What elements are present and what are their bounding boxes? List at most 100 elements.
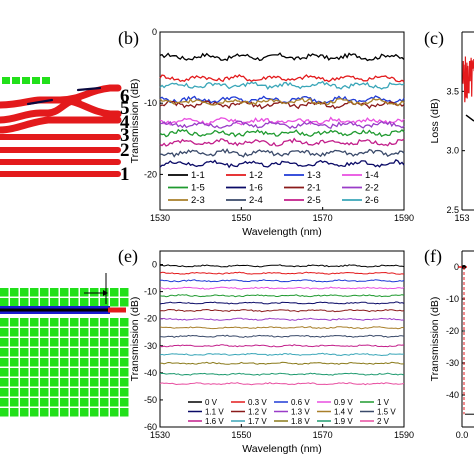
- green-electrode-cell: [40, 348, 49, 357]
- green-electrode-cell: [120, 398, 129, 407]
- green-electrode-cell: [70, 368, 79, 377]
- legend-entry: 1.1 V: [205, 408, 224, 417]
- x-axis-label: Wavelength (nm): [242, 443, 322, 455]
- series-line-0.3V: [159, 271, 405, 275]
- y-tick-label: -40: [144, 368, 157, 378]
- green-electrode-cell: [80, 368, 89, 377]
- green-electrode-cell: [70, 288, 79, 297]
- series-line-0.9V: [159, 286, 405, 290]
- series-line-2-1: [159, 100, 405, 110]
- green-electrode-cell: [40, 388, 49, 397]
- green-pad: [42, 77, 50, 84]
- port-number-label: 5: [120, 98, 130, 119]
- y-tick-label: -20: [446, 326, 459, 336]
- series-line-1.4V: [159, 326, 405, 330]
- series-line-1.6V: [159, 344, 405, 348]
- green-electrode-cell: [20, 288, 29, 297]
- green-electrode-cell: [50, 338, 59, 347]
- green-electrode-cell: [30, 298, 39, 307]
- green-electrode-cell: [70, 388, 79, 397]
- green-electrode-cell: [100, 358, 109, 367]
- green-electrode-cell: [30, 338, 39, 347]
- legend-entry: 1.8 V: [291, 417, 310, 426]
- green-electrode-cell: [20, 388, 29, 397]
- green-electrode-cell: [20, 318, 29, 327]
- green-electrode-cell: [30, 408, 39, 417]
- y-tick-label: 3.5: [446, 86, 459, 96]
- green-electrode-cell: [110, 348, 119, 357]
- device-schematic-bottom: [0, 273, 129, 417]
- plot-frame: [159, 250, 405, 428]
- y-tick-label: -10: [144, 287, 157, 297]
- green-electrode-cell: [10, 368, 19, 377]
- y-tick-label: 2.5: [446, 205, 459, 215]
- green-electrode-cell: [100, 338, 109, 347]
- x-tick-label: 1570: [313, 430, 333, 440]
- y-axis-label: Transmission (dB): [429, 297, 441, 382]
- splitter-waveguides: [0, 84, 122, 177]
- green-electrode-cell: [50, 358, 59, 367]
- green-electrode-cell: [70, 328, 79, 337]
- green-electrode-cell: [0, 338, 9, 347]
- legend-entry: 1-4: [365, 170, 379, 181]
- green-electrode-cell: [60, 288, 69, 297]
- green-electrode-cell: [50, 368, 59, 377]
- green-electrode-cell: [70, 318, 79, 327]
- legend-entry: 1 V: [377, 398, 390, 407]
- panel-label-b: (b): [118, 28, 139, 49]
- legend-entry: 0.6 V: [291, 398, 310, 407]
- legend-entry: 2-1: [307, 183, 321, 194]
- green-electrode-cell: [70, 348, 79, 357]
- legend-entry: 0 V: [205, 398, 218, 407]
- legend-entry: 2 V: [377, 417, 390, 426]
- series-line-1.3V: [159, 317, 405, 321]
- green-electrode-cell: [70, 378, 79, 387]
- green-electrode-cell: [100, 318, 109, 327]
- green-electrode-cell: [90, 328, 99, 337]
- green-electrode-cell: [30, 288, 39, 297]
- green-electrode-cell: [60, 408, 69, 417]
- y-tick-label: -50: [144, 395, 157, 405]
- green-electrode-cell: [60, 338, 69, 347]
- y-tick-label: -20: [144, 314, 157, 324]
- legend-entry: 1.5 V: [377, 408, 396, 417]
- series-line-1.9V: [159, 372, 405, 376]
- green-electrode-cell: [110, 398, 119, 407]
- green-electrode-cell: [110, 358, 119, 367]
- green-electrode-cell: [90, 408, 99, 417]
- green-electrode-cell: [20, 338, 29, 347]
- chart-f: 0 -10 -20 -30 -40 0.0 Transmission (dB): [429, 250, 474, 440]
- green-electrode-cell: [0, 328, 9, 337]
- green-electrode-cell: [30, 388, 39, 397]
- green-electrode-cell: [10, 378, 19, 387]
- series-line-0.6V: [159, 279, 405, 283]
- green-electrode-cell: [40, 358, 49, 367]
- green-electrode-cell: [120, 348, 129, 357]
- green-electrode-cell: [60, 348, 69, 357]
- green-electrode-cell: [120, 288, 129, 297]
- green-electrode-cell: [90, 358, 99, 367]
- chart-b: 1530 1550 1570 1590 0 -10 -20 Wavelength (nm) Tr…: [129, 27, 414, 238]
- green-electrode-cell: [0, 288, 9, 297]
- legend-entry: 2-5: [307, 195, 321, 206]
- panel-label-c: (c): [424, 28, 444, 49]
- green-electrode-cell: [30, 378, 39, 387]
- waveguide-output-stub: [108, 307, 126, 313]
- legend-entry: 0.3 V: [248, 398, 267, 407]
- green-electrode-cell: [0, 378, 9, 387]
- green-electrode-cell: [80, 318, 89, 327]
- green-electrode-cell: [20, 398, 29, 407]
- green-electrode-cell: [60, 378, 69, 387]
- green-electrode-cell: [10, 288, 19, 297]
- green-electrode-cell: [60, 318, 69, 327]
- port-number-label: 4: [120, 112, 130, 133]
- legend-entry: 2-2: [365, 183, 379, 194]
- y-tick-label: 0: [152, 260, 157, 270]
- green-electrode-cell: [120, 298, 129, 307]
- green-electrode-cell: [100, 328, 109, 337]
- green-electrode-cell: [60, 398, 69, 407]
- green-electrode-cell: [10, 298, 19, 307]
